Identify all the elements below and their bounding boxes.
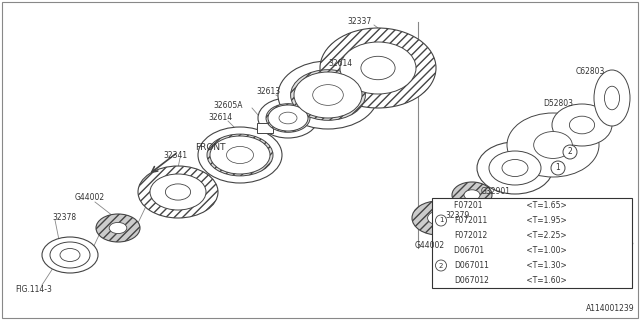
Bar xyxy=(432,198,632,288)
Text: 32378: 32378 xyxy=(52,213,76,222)
Ellipse shape xyxy=(320,28,436,108)
Text: D067012: D067012 xyxy=(454,276,489,285)
Text: F072012: F072012 xyxy=(454,231,487,240)
Text: FIG.114-3: FIG.114-3 xyxy=(15,285,52,294)
Text: A114001239: A114001239 xyxy=(586,304,635,313)
Text: 1: 1 xyxy=(556,164,561,172)
Ellipse shape xyxy=(477,142,553,194)
Ellipse shape xyxy=(313,85,343,105)
Bar xyxy=(257,123,273,133)
Circle shape xyxy=(551,161,565,175)
Text: 32379: 32379 xyxy=(446,211,470,220)
Text: FRONT: FRONT xyxy=(195,143,225,153)
Text: <T=1.65>: <T=1.65> xyxy=(524,201,567,210)
Text: D067011: D067011 xyxy=(454,261,489,270)
Text: <T=2.25>: <T=2.25> xyxy=(524,231,566,240)
Ellipse shape xyxy=(138,166,218,218)
Text: 2: 2 xyxy=(439,262,443,268)
Text: 32341: 32341 xyxy=(163,150,187,159)
Ellipse shape xyxy=(464,190,480,200)
Ellipse shape xyxy=(165,184,191,200)
Text: F072011: F072011 xyxy=(454,216,487,225)
Ellipse shape xyxy=(534,132,572,158)
Ellipse shape xyxy=(552,104,612,146)
Text: D52803: D52803 xyxy=(543,99,573,108)
Ellipse shape xyxy=(428,211,449,225)
Circle shape xyxy=(435,215,447,226)
Ellipse shape xyxy=(60,249,80,261)
Ellipse shape xyxy=(276,122,282,126)
Ellipse shape xyxy=(594,70,630,126)
Text: 32614: 32614 xyxy=(208,114,232,123)
Ellipse shape xyxy=(198,127,282,183)
Text: 2: 2 xyxy=(568,148,572,156)
Text: <T=1.60>: <T=1.60> xyxy=(524,276,567,285)
Ellipse shape xyxy=(294,72,362,118)
Ellipse shape xyxy=(340,42,416,94)
Ellipse shape xyxy=(273,119,281,125)
Ellipse shape xyxy=(361,56,395,80)
Ellipse shape xyxy=(109,222,127,234)
Ellipse shape xyxy=(604,86,620,110)
Text: C62803: C62803 xyxy=(575,68,605,76)
Text: <T=1.00>: <T=1.00> xyxy=(524,246,567,255)
Ellipse shape xyxy=(507,113,599,177)
Ellipse shape xyxy=(452,182,492,208)
Ellipse shape xyxy=(412,201,464,235)
Text: 32613: 32613 xyxy=(256,87,280,97)
Ellipse shape xyxy=(279,112,297,124)
Ellipse shape xyxy=(570,116,595,134)
Ellipse shape xyxy=(227,147,253,164)
Ellipse shape xyxy=(291,70,365,120)
Text: 32605A: 32605A xyxy=(213,100,243,109)
Text: <T=1.30>: <T=1.30> xyxy=(524,261,567,270)
Text: 32614: 32614 xyxy=(328,59,352,68)
Ellipse shape xyxy=(150,174,206,210)
Ellipse shape xyxy=(207,134,273,176)
Ellipse shape xyxy=(96,214,140,242)
Ellipse shape xyxy=(42,237,98,273)
Ellipse shape xyxy=(278,61,378,129)
Ellipse shape xyxy=(502,159,528,177)
Ellipse shape xyxy=(258,98,318,138)
Circle shape xyxy=(563,145,577,159)
Circle shape xyxy=(435,260,447,271)
Ellipse shape xyxy=(210,136,270,174)
Text: G44002: G44002 xyxy=(75,194,105,203)
Ellipse shape xyxy=(266,104,310,132)
Text: G32901: G32901 xyxy=(481,188,511,196)
Text: 1: 1 xyxy=(439,218,444,223)
Text: G44002: G44002 xyxy=(415,241,445,250)
Text: 32337: 32337 xyxy=(348,18,372,27)
Ellipse shape xyxy=(268,105,308,131)
Text: <T=1.95>: <T=1.95> xyxy=(524,216,567,225)
Text: F07201: F07201 xyxy=(454,201,485,210)
Ellipse shape xyxy=(50,242,90,268)
Ellipse shape xyxy=(489,151,541,185)
Text: D06701: D06701 xyxy=(454,246,486,255)
